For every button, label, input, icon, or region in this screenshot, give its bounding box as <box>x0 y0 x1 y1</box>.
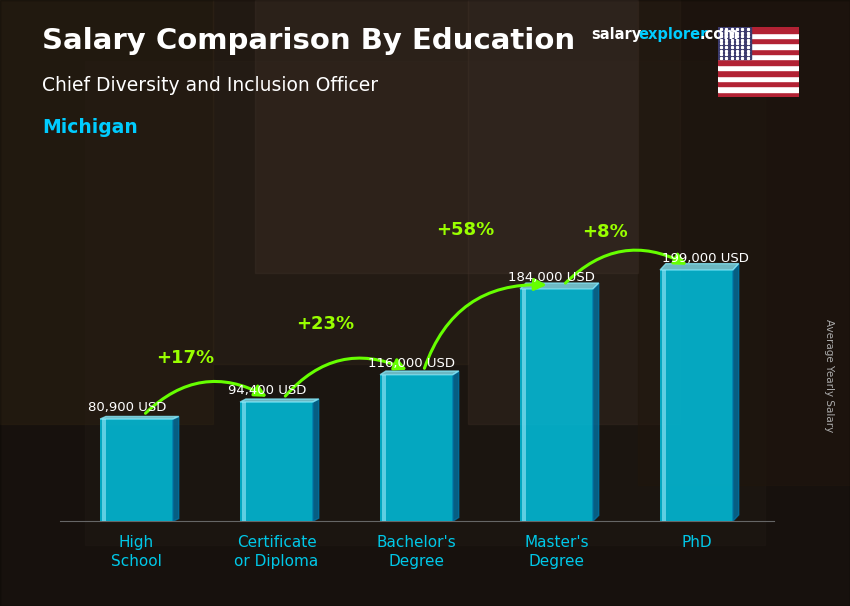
Text: 199,000 USD: 199,000 USD <box>661 252 748 265</box>
Polygon shape <box>520 283 598 289</box>
Bar <box>718 48 799 54</box>
Text: +17%: +17% <box>156 349 214 367</box>
Text: +8%: +8% <box>582 223 628 241</box>
Bar <box>718 59 799 65</box>
Bar <box>661 270 666 521</box>
Polygon shape <box>733 264 739 521</box>
Text: salary: salary <box>591 27 641 42</box>
Polygon shape <box>380 371 459 375</box>
Text: Chief Diversity and Inclusion Officer: Chief Diversity and Inclusion Officer <box>42 76 378 95</box>
Bar <box>101 419 106 521</box>
Polygon shape <box>660 264 739 270</box>
Bar <box>718 27 751 59</box>
Bar <box>718 33 799 38</box>
Text: +58%: +58% <box>436 221 495 239</box>
Bar <box>660 270 733 521</box>
Bar <box>100 419 173 521</box>
Text: Michigan: Michigan <box>42 118 139 137</box>
Bar <box>718 44 799 48</box>
Text: .com: .com <box>700 27 739 42</box>
Bar <box>718 86 799 92</box>
Polygon shape <box>453 371 459 521</box>
Bar <box>718 65 799 70</box>
Bar <box>85 61 765 545</box>
Polygon shape <box>100 416 178 419</box>
Bar <box>468 0 680 424</box>
Bar <box>380 375 453 521</box>
Text: 80,900 USD: 80,900 USD <box>88 401 166 414</box>
Polygon shape <box>313 399 319 521</box>
Text: Average Yearly Salary: Average Yearly Salary <box>824 319 834 432</box>
Bar <box>718 38 799 44</box>
Bar <box>382 375 386 521</box>
Bar <box>718 27 799 33</box>
Bar <box>718 81 799 86</box>
Bar <box>0 0 212 424</box>
Polygon shape <box>240 399 319 402</box>
Polygon shape <box>593 283 598 521</box>
Bar <box>212 0 468 364</box>
Bar <box>638 0 850 485</box>
Bar <box>241 402 246 521</box>
Text: 94,400 USD: 94,400 USD <box>228 384 306 397</box>
Polygon shape <box>173 416 178 521</box>
Text: 116,000 USD: 116,000 USD <box>367 357 455 370</box>
Text: explorer: explorer <box>638 27 708 42</box>
Bar <box>255 0 638 273</box>
Bar <box>718 54 799 59</box>
Bar <box>718 76 799 81</box>
Bar <box>240 402 313 521</box>
Text: 184,000 USD: 184,000 USD <box>507 271 594 284</box>
Bar <box>520 289 593 521</box>
Bar <box>522 289 526 521</box>
Text: +23%: +23% <box>297 315 354 333</box>
Bar <box>718 92 799 97</box>
Text: Salary Comparison By Education: Salary Comparison By Education <box>42 27 575 55</box>
Bar <box>718 70 799 76</box>
